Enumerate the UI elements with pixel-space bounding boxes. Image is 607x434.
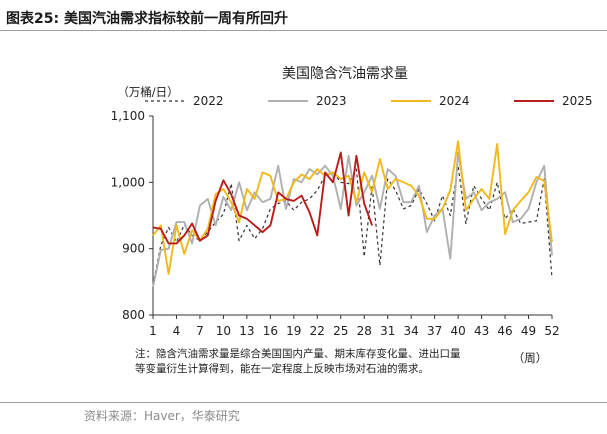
legend-label-2022: 2022	[193, 94, 224, 108]
x-tick-label: 19	[286, 324, 301, 338]
x-tick-label: 43	[474, 324, 489, 338]
x-tick-label: 22	[310, 324, 325, 338]
top-rule	[0, 30, 607, 31]
x-tick-label: 7	[196, 324, 204, 338]
x-tick-label: 49	[521, 324, 536, 338]
note-line-2: 等变量衍生计算得到，能在一定程度上反映市场对石油的需求。	[135, 362, 429, 375]
figure-title: 图表25: 美国汽油需求指标较前一周有所回升	[6, 11, 288, 27]
x-tick-label: 34	[404, 324, 419, 338]
x-axis-label: （周）	[513, 351, 548, 365]
x-tick-label: 13	[239, 324, 254, 338]
x-tick-label: 16	[263, 324, 278, 338]
y-tick-label: 1,100	[111, 109, 145, 123]
chart-title: 美国隐含汽油需求量	[282, 66, 408, 82]
x-tick-label: 28	[357, 324, 372, 338]
series-line-2024	[152, 140, 553, 275]
plot-area	[152, 140, 553, 288]
x-tick-label: 52	[544, 324, 559, 338]
y-tick-label: 800	[122, 308, 145, 322]
y-tick-label: 1,000	[111, 175, 145, 189]
series-line-2023	[152, 151, 553, 288]
x-tick-label: 1	[149, 324, 157, 338]
x-tick-label: 4	[173, 324, 181, 338]
bottom-rule	[0, 402, 607, 403]
x-tick-label: 10	[216, 324, 231, 338]
legend: 2022 2023 2024 2025	[145, 94, 593, 108]
legend-label-2023: 2023	[316, 94, 347, 108]
x-tick-label: 31	[380, 324, 395, 338]
x-tick-label: 37	[427, 324, 442, 338]
y-axis-label: （万桶/日）	[117, 85, 178, 99]
x-tick-label: 25	[333, 324, 348, 338]
legend-label-2025: 2025	[562, 94, 593, 108]
legend-label-2024: 2024	[439, 94, 470, 108]
y-tick-label: 900	[122, 242, 145, 256]
source-text: 资料来源：Haver，华泰研究	[84, 409, 240, 423]
x-tick-label: 40	[450, 324, 465, 338]
x-axis: 1 4 7 10 13 16 19 22 25 28 31 34 37 40 43 46 49 52	[149, 314, 560, 338]
series-line-2025	[152, 151, 373, 245]
x-tick-label: 46	[497, 324, 512, 338]
chart-note: 注：隐含汽油需求量是综合美国国内产量、期末库存变化量、进出口量等变量衍生计算得到…	[135, 347, 461, 375]
y-axis: 800 900 1,000 1,100	[111, 109, 154, 322]
note-line-1: 注：隐含汽油需求量是综合美国国内产量、期末库存变化量、进出口量	[135, 347, 461, 360]
